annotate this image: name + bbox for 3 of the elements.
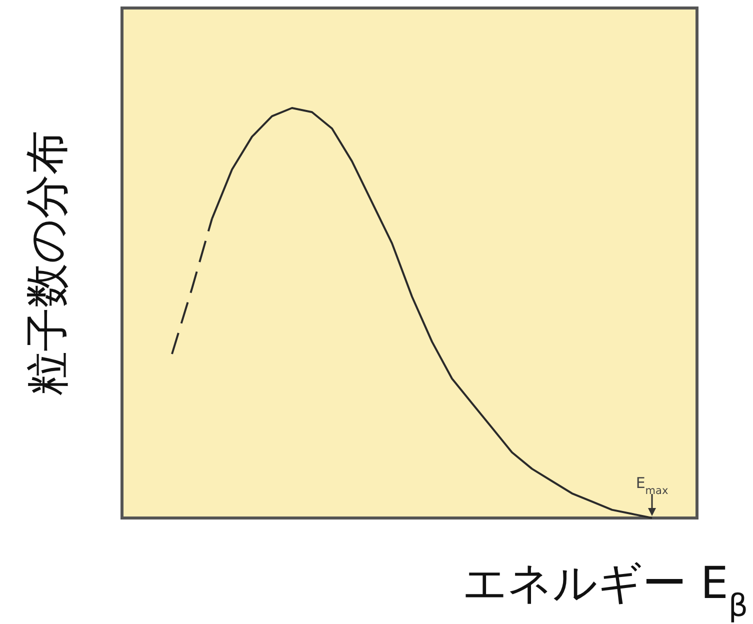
x-axis-title: エネルギー E$_{β}$ bbox=[462, 558, 748, 624]
y-axis-title: 粒子数の分布 bbox=[22, 130, 73, 396]
annotation: E$_{max}$ bbox=[636, 474, 668, 497]
